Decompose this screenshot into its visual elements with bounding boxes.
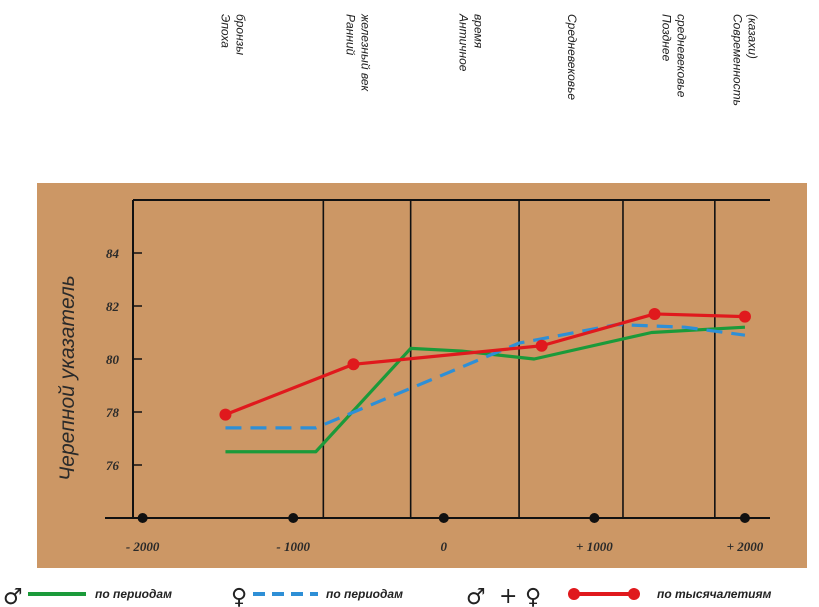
x-tick-dot — [438, 513, 449, 523]
legend-marker — [628, 588, 640, 600]
series-point-2 — [648, 307, 661, 320]
series-line-1 — [225, 322, 746, 430]
period-label-group: Эпоха бронзы — [218, 14, 247, 55]
y-tick-label: 84 — [106, 246, 120, 261]
legend-marker — [568, 588, 580, 600]
period-label: Позднее — [660, 14, 674, 62]
period-label: время — [471, 14, 485, 49]
period-labels: Эпоха бронзы Ранний железный век Античное вре… — [218, 13, 759, 106]
x-tick-label: 0 — [441, 539, 448, 554]
period-label: Античное — [456, 13, 470, 72]
series-point-2 — [738, 310, 751, 323]
x-tick-label: + 1000 — [576, 539, 613, 554]
plus-sign: + — [499, 584, 517, 607]
series-line-0 — [225, 325, 746, 454]
series-point-2 — [219, 408, 232, 421]
y-tick-label: 76 — [106, 458, 120, 473]
male-symbol-icon: ♂ — [466, 585, 486, 607]
series-point-2 — [347, 358, 360, 371]
x-tick-label: - 2000 — [126, 539, 160, 554]
period-label-group: Античное время — [456, 13, 485, 72]
x-tick-label: - 1000 — [276, 539, 310, 554]
y-tick-label: 80 — [106, 352, 120, 367]
tick-labels: 76 78 80 82 84 - 2000 - 1000 0 + 1000 + 2000 — [106, 246, 764, 554]
period-label-group: Позднее средневековье — [660, 14, 689, 98]
period-label-group: Ранний железный век — [343, 13, 372, 93]
legend: ♂ по периодам ♀ по периодам ♂ + ♀ по тыс… — [3, 584, 772, 607]
y-tick-label: 82 — [106, 299, 120, 314]
legend-label-combined: по тысячалетиям — [657, 587, 772, 601]
female-symbol-icon: ♀ — [525, 585, 541, 607]
legend-label-female: по периодам — [326, 587, 403, 601]
series-layer — [219, 307, 751, 454]
x-tick-dot — [589, 513, 600, 523]
period-label: железный век — [358, 13, 372, 93]
x-tick-dot — [739, 513, 750, 523]
male-symbol-icon: ♂ — [3, 585, 23, 607]
period-label: Средневековье — [565, 14, 579, 100]
period-label: (казахи) — [745, 14, 759, 59]
y-axis-title: Черепной указатель — [56, 275, 79, 481]
x-tick-dot — [288, 513, 299, 523]
series-point-2 — [535, 339, 548, 352]
y-tick-label: 78 — [106, 405, 120, 420]
period-divider-lines — [322, 200, 716, 518]
period-label: средневековье — [675, 14, 689, 98]
period-label: Современность — [730, 14, 744, 106]
x-tick-dot — [137, 513, 148, 523]
female-symbol-icon: ♀ — [231, 585, 247, 607]
period-label-group: Современность (казахи) — [730, 14, 759, 106]
period-label: Ранний — [343, 14, 357, 56]
period-label: бронзы — [233, 14, 247, 55]
legend-label-male: по периодам — [95, 587, 172, 601]
plot-background — [37, 183, 807, 568]
period-label-group: Средневековье — [565, 14, 579, 100]
period-label: Эпоха — [218, 14, 232, 48]
x-tick-label: + 2000 — [727, 539, 764, 554]
